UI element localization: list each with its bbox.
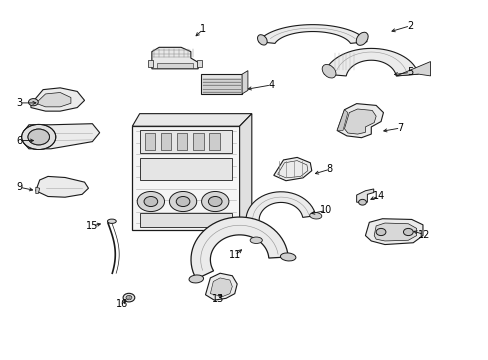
Polygon shape bbox=[148, 60, 153, 67]
Polygon shape bbox=[140, 158, 232, 180]
Circle shape bbox=[208, 197, 222, 207]
Polygon shape bbox=[176, 133, 187, 150]
Polygon shape bbox=[273, 157, 311, 181]
Circle shape bbox=[176, 197, 189, 207]
Circle shape bbox=[123, 293, 135, 302]
Text: 3: 3 bbox=[16, 98, 22, 108]
Polygon shape bbox=[157, 63, 193, 68]
Polygon shape bbox=[191, 217, 287, 279]
Polygon shape bbox=[373, 223, 416, 241]
Circle shape bbox=[375, 228, 385, 235]
Text: 4: 4 bbox=[268, 80, 274, 90]
Text: 10: 10 bbox=[320, 206, 332, 216]
Polygon shape bbox=[245, 192, 315, 240]
Ellipse shape bbox=[309, 212, 321, 219]
Text: 9: 9 bbox=[16, 182, 22, 192]
Text: 13: 13 bbox=[211, 294, 224, 304]
Polygon shape bbox=[356, 189, 373, 202]
Polygon shape bbox=[152, 47, 198, 69]
Text: 5: 5 bbox=[407, 67, 412, 77]
Circle shape bbox=[28, 129, 49, 145]
Polygon shape bbox=[36, 187, 40, 194]
Polygon shape bbox=[242, 71, 247, 94]
Circle shape bbox=[28, 99, 38, 106]
Polygon shape bbox=[196, 60, 202, 67]
Polygon shape bbox=[140, 130, 232, 153]
Polygon shape bbox=[24, 124, 100, 149]
Polygon shape bbox=[144, 133, 155, 150]
Circle shape bbox=[169, 192, 196, 212]
Polygon shape bbox=[132, 114, 251, 126]
Text: 6: 6 bbox=[16, 136, 22, 145]
Ellipse shape bbox=[322, 64, 335, 78]
Polygon shape bbox=[31, 88, 84, 111]
Polygon shape bbox=[208, 133, 219, 150]
Circle shape bbox=[137, 192, 164, 212]
Polygon shape bbox=[365, 219, 422, 244]
Polygon shape bbox=[239, 114, 251, 230]
Ellipse shape bbox=[250, 237, 262, 243]
Polygon shape bbox=[200, 74, 242, 94]
Ellipse shape bbox=[257, 35, 266, 45]
Polygon shape bbox=[205, 273, 237, 300]
Text: 16: 16 bbox=[115, 299, 127, 309]
Polygon shape bbox=[36, 93, 71, 107]
Polygon shape bbox=[132, 126, 239, 230]
Polygon shape bbox=[210, 278, 232, 297]
Text: 8: 8 bbox=[326, 164, 332, 174]
Polygon shape bbox=[36, 176, 88, 197]
Polygon shape bbox=[192, 133, 203, 150]
Polygon shape bbox=[160, 133, 171, 150]
Polygon shape bbox=[395, 62, 429, 76]
Circle shape bbox=[144, 197, 158, 207]
Text: 12: 12 bbox=[417, 230, 429, 239]
Text: 14: 14 bbox=[372, 191, 384, 201]
Text: 2: 2 bbox=[407, 21, 412, 31]
Ellipse shape bbox=[280, 253, 295, 261]
Circle shape bbox=[28, 129, 49, 145]
Circle shape bbox=[126, 296, 132, 300]
Polygon shape bbox=[140, 213, 232, 226]
Polygon shape bbox=[336, 110, 347, 131]
Text: 11: 11 bbox=[228, 250, 241, 260]
Polygon shape bbox=[344, 109, 375, 134]
Circle shape bbox=[403, 228, 412, 235]
Circle shape bbox=[201, 192, 228, 212]
Ellipse shape bbox=[189, 275, 203, 283]
Polygon shape bbox=[324, 48, 418, 76]
Text: 7: 7 bbox=[397, 123, 403, 133]
Text: 15: 15 bbox=[86, 221, 99, 231]
Circle shape bbox=[21, 125, 56, 149]
Polygon shape bbox=[258, 24, 366, 44]
Ellipse shape bbox=[356, 32, 367, 45]
Text: 1: 1 bbox=[200, 24, 206, 35]
Ellipse shape bbox=[107, 219, 116, 224]
Polygon shape bbox=[336, 104, 383, 138]
Circle shape bbox=[358, 199, 366, 205]
